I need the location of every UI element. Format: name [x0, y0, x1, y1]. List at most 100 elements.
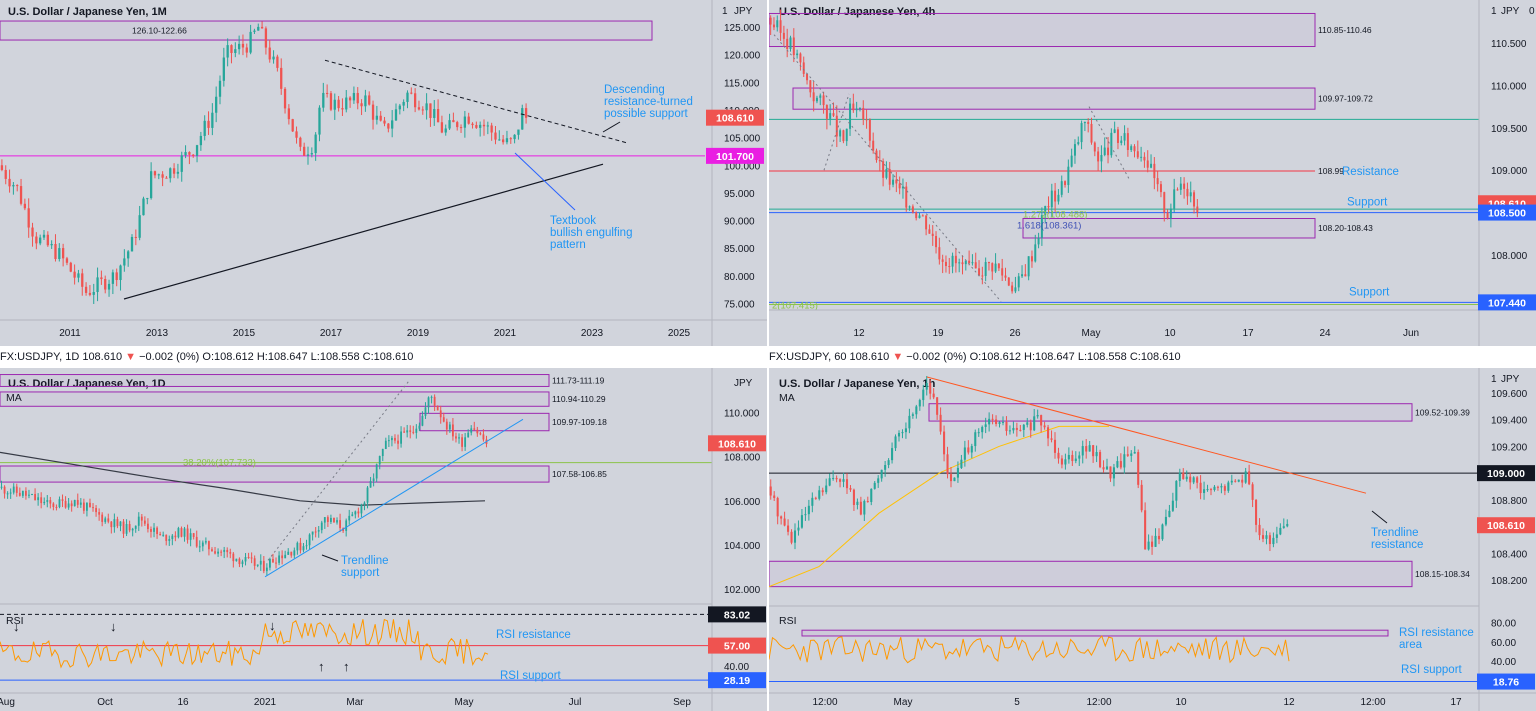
candle-body: [456, 122, 459, 128]
candle-body: [809, 80, 812, 93]
y-tick-label: 108.000: [724, 453, 761, 464]
candle-body: [339, 520, 341, 529]
candle-body: [100, 277, 103, 280]
candle-body: [25, 490, 27, 496]
candle-body: [127, 251, 130, 259]
candle-body: [828, 478, 831, 486]
candle-body: [1133, 146, 1136, 152]
candle-body: [0, 165, 4, 170]
daily-chart-svg[interactable]: U.S. Dollar / Japanese Yen, 1D MA 111.73-1…: [0, 368, 767, 711]
ascending-trendline: [123, 163, 604, 300]
candle-body: [1130, 146, 1133, 150]
axis-unit-prefix: 1: [1491, 6, 1497, 17]
candle-body: [262, 560, 265, 572]
price-label-bg: [1478, 294, 1536, 311]
candle-body: [1216, 486, 1219, 488]
candle-body: [283, 88, 287, 109]
candle-body: [832, 113, 835, 116]
candle-body: [974, 262, 977, 269]
candle-body: [473, 428, 476, 430]
candle-body: [1080, 123, 1083, 143]
annotation-arrow-icon: ↓: [269, 618, 276, 633]
x-tick-label: May: [894, 697, 913, 708]
candle-body: [482, 124, 486, 127]
candle-body: [12, 486, 15, 493]
candle-body: [34, 494, 36, 501]
candle-body: [908, 206, 911, 208]
4h-chart-svg[interactable]: U.S. Dollar / Japanese Yen, 4h 110.85-110…: [769, 0, 1536, 346]
candle-body: [476, 429, 479, 434]
candle-body: [357, 511, 360, 514]
candle-body: [486, 125, 489, 127]
candle-body: [1053, 439, 1057, 453]
candle-body: [183, 528, 186, 537]
price-zone: [0, 465, 550, 483]
candle-body: [184, 152, 187, 156]
fib-label: 38.20%(107.733): [183, 458, 256, 469]
candle-body: [77, 273, 80, 278]
candle-body: [956, 467, 959, 478]
candle-body: [479, 124, 482, 128]
candle-body: [299, 542, 302, 551]
candle-body: [186, 528, 189, 540]
candle-body: [92, 292, 95, 295]
candle-body: [143, 520, 146, 524]
ohlc-values: O:108.612 H:108.647 L:108.558 C:108.610: [969, 351, 1181, 363]
annotation-arrow-icon: [514, 152, 576, 211]
candle-body: [974, 432, 977, 447]
chart-panel-4h[interactable]: U.S. Dollar / Japanese Yen, 4h 110.85-110…: [769, 0, 1536, 346]
monthly-chart-svg[interactable]: U.S. Dollar / Japanese Yen, 1M 126.10-122…: [0, 0, 767, 346]
candle-body: [1011, 285, 1014, 292]
candle-body: [832, 477, 835, 479]
y-tick-label: 109.600: [1491, 389, 1528, 400]
chart-title: U.S. Dollar / Japanese Yen, 1h: [779, 378, 936, 390]
chart-panel-daily[interactable]: U.S. Dollar / Japanese Yen, 1D MA 111.73-1…: [0, 368, 767, 711]
candle-body: [792, 37, 795, 56]
candle-body: [978, 268, 981, 276]
candle-body: [1019, 429, 1022, 431]
candle-body: [1123, 133, 1126, 141]
axis-unit-label: JPY: [734, 6, 753, 17]
candle-body: [49, 500, 52, 504]
candle-body: [379, 115, 382, 121]
candle-body: [1093, 142, 1096, 152]
candle-body: [463, 116, 467, 128]
y-tick-label: 120.000: [724, 51, 761, 62]
chart-panel-monthly[interactable]: U.S. Dollar / Japanese Yen, 1M 126.10-122…: [0, 0, 767, 346]
x-tick-label: 12: [1283, 697, 1295, 708]
candle-body: [244, 557, 247, 562]
candle-body: [1126, 454, 1129, 456]
candle-body: [207, 120, 210, 128]
candle-body: [23, 203, 27, 209]
candle-body: [3, 486, 6, 494]
chart-panel-hourly[interactable]: U.S. Dollar / Japanese Yen, 1h MA 109.52-1…: [769, 368, 1536, 711]
candle-body: [306, 154, 310, 156]
candle-body: [1103, 147, 1106, 156]
candle-body: [76, 499, 79, 505]
candle-body: [19, 186, 23, 204]
candle-body: [237, 43, 241, 50]
candle-body: [35, 236, 38, 244]
x-tick-label: 5: [1014, 697, 1020, 708]
candle-body: [963, 447, 966, 460]
candle-body: [1057, 452, 1060, 459]
candle-body: [1140, 484, 1143, 511]
channel-line: [267, 379, 411, 561]
ma-label: MA: [779, 392, 795, 404]
annotation-line2: support: [341, 567, 380, 579]
candle-body: [369, 480, 372, 488]
candle-body: [501, 139, 505, 143]
price-zone: [0, 391, 550, 407]
candle-body: [375, 115, 379, 120]
candle-body: [138, 215, 141, 238]
price-label: 108.610: [718, 438, 756, 450]
price-label: 83.02: [724, 609, 750, 621]
rsi-resistance-zone: [801, 629, 1389, 637]
hourly-chart-svg[interactable]: U.S. Dollar / Japanese Yen, 1h MA 109.52-1…: [769, 368, 1536, 711]
candle-body: [421, 415, 424, 426]
candle-body: [354, 511, 357, 515]
candle-body: [1173, 189, 1176, 209]
candle-body: [1110, 132, 1113, 156]
candle-body: [939, 414, 942, 432]
candle-body: [70, 503, 73, 507]
